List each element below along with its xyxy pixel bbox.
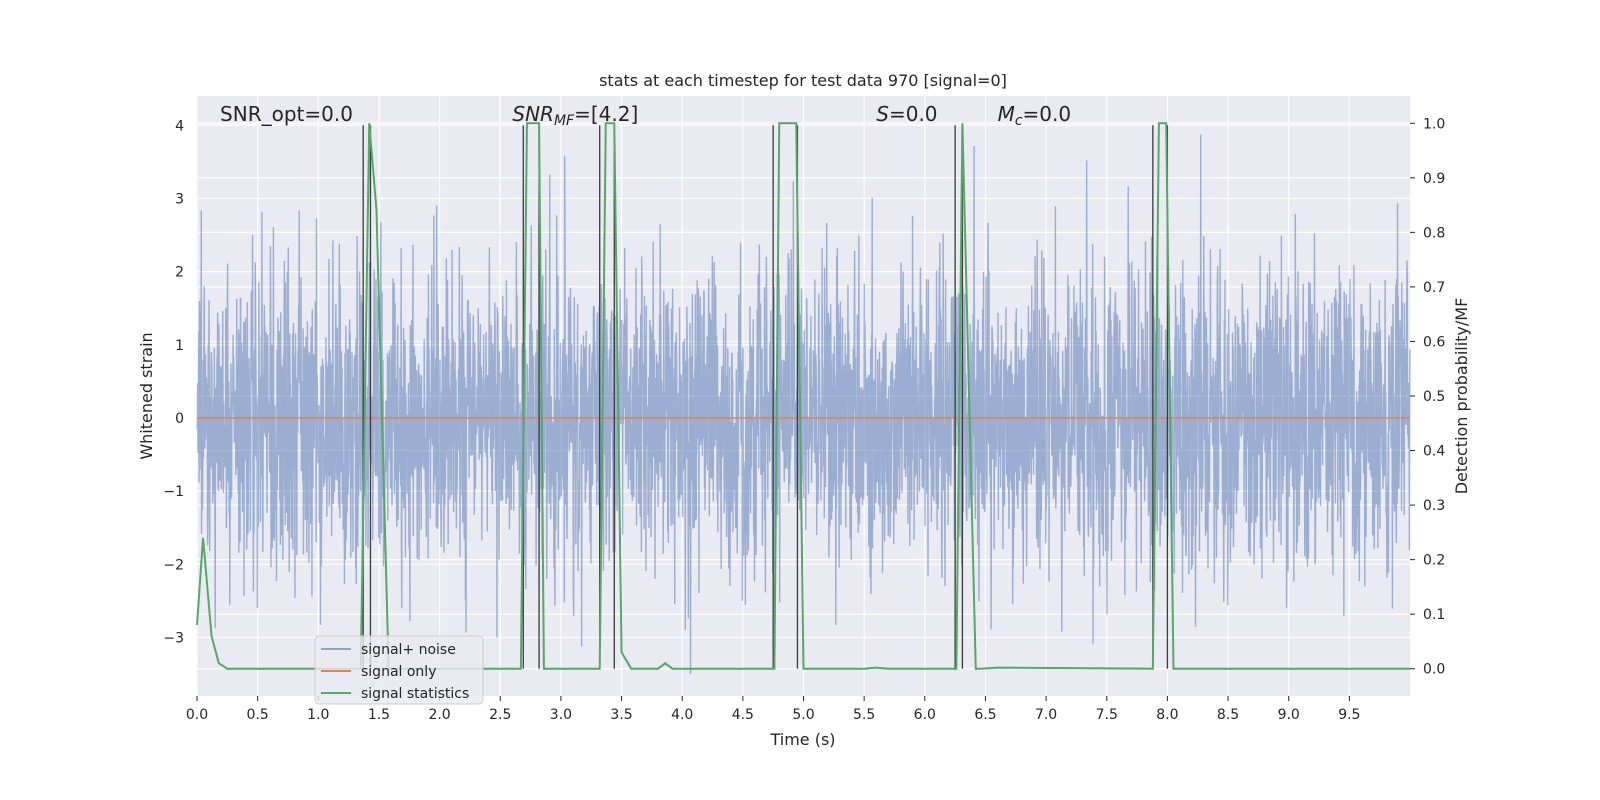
annotation-text: SNRMF=[4.2] <box>512 102 638 129</box>
legend-label: signal+ noise <box>361 642 456 658</box>
legend-box <box>314 635 484 705</box>
x-tick-label: 3.0 <box>550 707 572 723</box>
right-y-tick-label: 0.9 <box>1423 171 1445 187</box>
right-y-tick-label: 0.5 <box>1423 389 1445 405</box>
x-axis-label: Time (s) <box>769 730 835 749</box>
x-tick-label: 3.5 <box>610 707 632 723</box>
left-y-tick-label: 1 <box>175 338 184 354</box>
annotation-part: MF <box>554 113 575 129</box>
left-y-tick-label: −1 <box>163 484 184 500</box>
right-y-tick-label: 0.8 <box>1423 225 1445 241</box>
right-y-tick-label: 0.4 <box>1423 444 1445 460</box>
right-y-axis-label: Detection probability/MF <box>1452 298 1471 495</box>
left-y-axis-label: Whitened strain <box>137 332 156 459</box>
x-axis-ticks: 0.0 0.5 1.0 1.5 2.0 2.5 3.0 3.5 4.0 4.5 5.0 5.5 6.0 6… <box>186 696 1360 723</box>
left-y-tick-label: 3 <box>175 191 184 207</box>
left-y-axis-ticks: −3 −2 −1 0 1 2 3 4 <box>163 118 184 646</box>
x-tick-label: 6.5 <box>974 707 996 723</box>
x-tick-label: 1.5 <box>368 707 390 723</box>
x-tick-label: 1.0 <box>307 707 329 723</box>
x-tick-label: 8.0 <box>1156 707 1178 723</box>
x-tick-label: 2.5 <box>489 707 511 723</box>
annotations: SNR_opt=0.0 SNRMF=[4.2] S=0.0 Mc=0.0 <box>220 102 1071 129</box>
right-y-tick-label: 0.6 <box>1423 334 1445 350</box>
left-y-tick-label: −2 <box>163 557 184 573</box>
signal-plus-noise-series <box>196 134 1411 675</box>
x-tick-label: 6.0 <box>914 707 936 723</box>
signal-statistics-line <box>196 122 1410 670</box>
legend: signal+ noise signal only signal statistic… <box>314 635 484 705</box>
x-tick-label: 5.0 <box>792 707 814 723</box>
right-y-tick-label: 0.7 <box>1423 280 1445 296</box>
annotation-text: SNR_opt=0.0 <box>220 102 353 126</box>
right-y-tick-label: 1.0 <box>1423 116 1445 132</box>
x-tick-label: 8.5 <box>1217 707 1239 723</box>
annotation-part: =0.0 <box>889 102 938 126</box>
right-y-tick-label: 0.3 <box>1423 498 1445 514</box>
left-y-tick-label: 0 <box>175 411 184 427</box>
annotation-part: M <box>998 102 1015 126</box>
annotation-part: S <box>876 102 889 126</box>
left-y-tick-label: −3 <box>163 630 184 646</box>
chart-title: stats at each timestep for test data 970… <box>599 71 1007 90</box>
x-tick-label: 9.0 <box>1278 707 1300 723</box>
right-y-tick-label: 0.2 <box>1423 553 1445 569</box>
legend-label: signal statistics <box>361 686 469 702</box>
annotation-text: S=0.0 <box>876 102 937 126</box>
x-tick-label: 4.5 <box>732 707 754 723</box>
left-y-tick-label: 2 <box>175 265 184 281</box>
x-tick-label: 0.0 <box>186 707 208 723</box>
annotation-part: =0.0 <box>1023 102 1072 126</box>
right-y-tick-label: 0.0 <box>1423 662 1445 678</box>
x-tick-label: 2.0 <box>428 707 450 723</box>
right-y-axis-ticks: 0.0 0.1 0.2 0.3 0.4 0.5 0.6 0.7 0.8 0.9 1.0 <box>1410 116 1445 678</box>
annotation-part: c <box>1015 113 1023 129</box>
x-tick-label: 4.0 <box>671 707 693 723</box>
x-tick-label: 7.0 <box>1035 707 1057 723</box>
annotation-part: SNR <box>512 102 554 126</box>
left-y-tick-label: 4 <box>175 118 184 134</box>
annotation-text: Mc=0.0 <box>998 102 1072 129</box>
annotation-part: =[4.2] <box>574 102 638 126</box>
legend-label: signal only <box>361 664 436 680</box>
x-tick-label: 0.5 <box>247 707 269 723</box>
x-tick-label: 9.5 <box>1338 707 1360 723</box>
signal-statistics-series-group <box>196 122 1410 670</box>
annotation-part: SNR_opt=0.0 <box>220 102 353 126</box>
right-y-tick-label: 0.1 <box>1423 607 1445 623</box>
x-tick-label: 5.5 <box>853 707 875 723</box>
signal-plus-noise-line <box>196 134 1411 675</box>
x-tick-label: 7.5 <box>1096 707 1118 723</box>
detection-vertical-lines <box>362 125 1169 669</box>
